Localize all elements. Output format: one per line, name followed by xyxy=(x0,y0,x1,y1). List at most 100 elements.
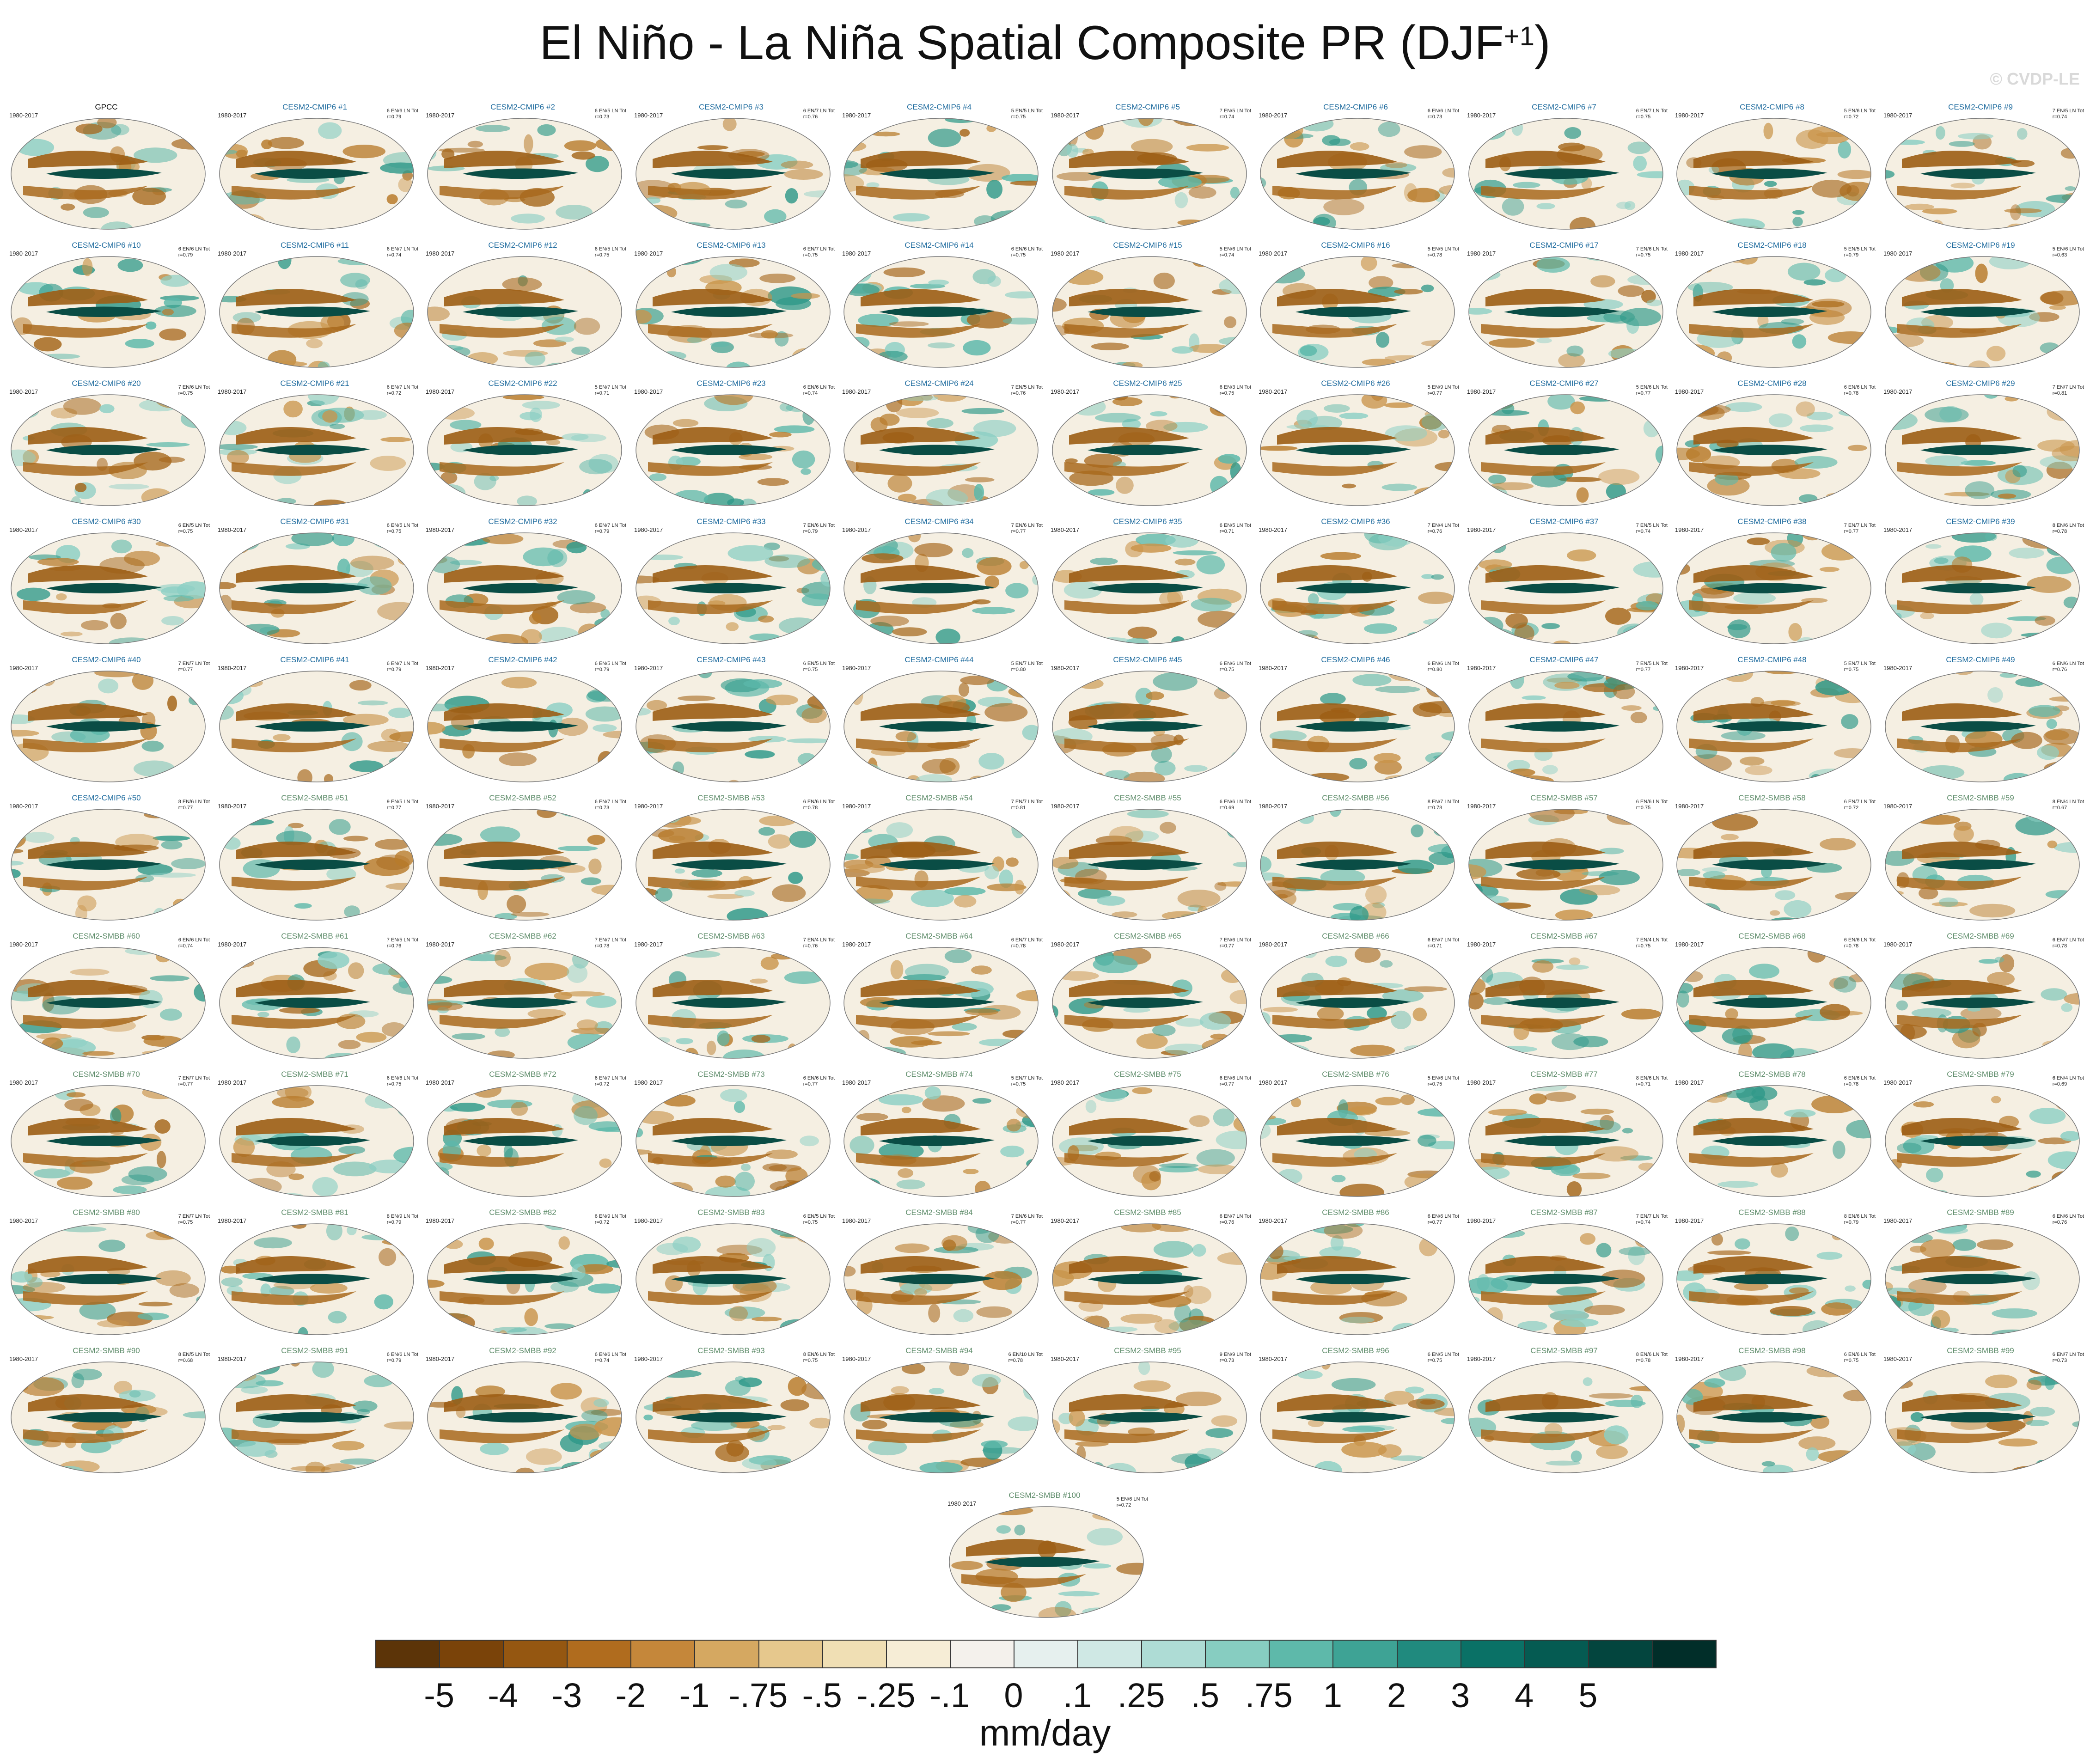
precipitation-map xyxy=(636,947,831,1059)
panel-period: 1980-2017 xyxy=(1467,941,1496,948)
precipitation-map xyxy=(11,118,206,230)
panel-event-count: 8 EN/6 LN Tot r=0.78 xyxy=(1636,1352,1668,1364)
map-panel: CESM2-SMBB #96 1980-2017 6 EN/5 LN Tot r=0.… xyxy=(1252,1343,1459,1477)
panel-en-ln-count: 6 EN/10 LN Tot xyxy=(1008,1352,1043,1357)
colorbar-tick-label: -.5 xyxy=(802,1676,842,1715)
precipitation-map xyxy=(843,256,1039,368)
panel-en-ln-count: 7 EN/6 LN Tot xyxy=(1011,523,1043,528)
panel-pattern-correlation: r=0.78 xyxy=(594,943,610,949)
map-panel: CESM2-CMIP6 #37 1980-2017 7 EN/5 LN Tot r=0… xyxy=(1461,513,1668,647)
panel-pattern-correlation: r=0.75 xyxy=(1844,667,1859,672)
panel-title: CESM2-CMIP6 #25 xyxy=(1113,379,1182,388)
panel-pattern-correlation: r=0.76 xyxy=(2052,1220,2067,1225)
map-panel: CESM2-CMIP6 #46 1980-2017 6 EN/6 LN Tot r=0… xyxy=(1252,652,1459,786)
panel-event-count: 6 EN/6 LN Tot r=0.78 xyxy=(1844,1075,1876,1087)
panel-event-count: 7 EN/7 LN Tot r=0.75 xyxy=(178,1214,210,1226)
colorbar-units-label: mm/day xyxy=(979,1712,1111,1753)
panel-title: CESM2-CMIP6 #22 xyxy=(488,379,557,388)
panel-event-count: 6 EN/6 LN Tot r=0.79 xyxy=(387,1352,418,1364)
panel-period: 1980-2017 xyxy=(218,112,247,119)
panel-title: CESM2-SMBB #61 xyxy=(281,932,348,940)
map-panel: CESM2-SMBB #99 1980-2017 6 EN/7 LN Tot r=0.… xyxy=(1877,1343,2084,1477)
panel-en-ln-count: 7 EN/5 LN Tot xyxy=(2052,108,2084,114)
panel-period: 1980-2017 xyxy=(9,112,38,119)
map-panel: CESM2-CMIP6 #49 1980-2017 6 EN/6 LN Tot r=0… xyxy=(1877,652,2084,786)
panel-period: 1980-2017 xyxy=(1675,1079,1704,1086)
precipitation-map xyxy=(1885,1085,2080,1197)
map-panel: CESM2-CMIP6 #7 1980-2017 6 EN/7 LN Tot r=0.… xyxy=(1461,99,1668,233)
panel-en-ln-count: 8 EN/7 LN Tot xyxy=(1427,799,1459,805)
panel-event-count: 5 EN/6 LN Tot r=0.72 xyxy=(1844,108,1876,120)
panel-title: CESM2-SMBB #77 xyxy=(1530,1070,1598,1079)
panel-event-count: 5 EN/5 LN Tot r=0.78 xyxy=(1428,246,1459,258)
panel-en-ln-count: 6 EN/7 LN Tot xyxy=(386,246,418,252)
panel-en-ln-count: 6 EN/6 LN Tot xyxy=(1427,1214,1459,1219)
precipitation-map xyxy=(636,809,831,921)
panel-event-count: 7 EN/5 LN Tot r=0.74 xyxy=(1636,523,1668,535)
panel-en-ln-count: 7 EN/7 LN Tot xyxy=(178,1214,210,1219)
precipitation-map xyxy=(11,809,206,921)
panel-en-ln-count: 6 EN/3 LN Tot xyxy=(1219,385,1251,390)
panel-title: CESM2-SMBB #97 xyxy=(1530,1346,1598,1355)
panel-pattern-correlation: r=0.75 xyxy=(1427,1081,1442,1087)
panel-title: CESM2-SMBB #51 xyxy=(281,793,348,802)
precipitation-map xyxy=(843,1085,1039,1197)
panel-title: CESM2-CMIP6 #18 xyxy=(1737,241,1807,250)
panel-title: CESM2-SMBB #62 xyxy=(489,932,556,940)
precipitation-map xyxy=(843,118,1039,230)
panel-title: CESM2-CMIP6 #41 xyxy=(280,655,349,664)
panel-period: 1980-2017 xyxy=(634,112,663,119)
map-panel: CESM2-SMBB #91 1980-2017 6 EN/6 LN Tot r=0.… xyxy=(211,1343,418,1477)
colorbar-tick-label: 3 xyxy=(1451,1676,1470,1715)
panel-en-ln-count: 6 EN/7 LN Tot xyxy=(594,799,626,805)
panel-period: 1980-2017 xyxy=(1259,526,1288,533)
panel-event-count: 6 EN/5 LN Tot r=0.75 xyxy=(803,1214,835,1226)
panel-en-ln-count: 7 EN/7 LN Tot xyxy=(594,937,626,943)
map-panel: CESM2-CMIP6 #23 1980-2017 6 EN/6 LN Tot r=0… xyxy=(628,375,835,509)
panel-event-count: 6 EN/6 LN Tot r=0.80 xyxy=(1428,661,1459,673)
panel-period: 1980-2017 xyxy=(1467,1217,1496,1224)
map-panel: CESM2-SMBB #71 1980-2017 6 EN/6 LN Tot r=0.… xyxy=(211,1066,418,1200)
panel-pattern-correlation: r=0.79 xyxy=(594,529,610,534)
panel-en-ln-count: 6 EN/7 LN Tot xyxy=(1636,108,1668,114)
panel-event-count: 6 EN/6 LN Tot r=0.75 xyxy=(1011,246,1043,258)
precipitation-map xyxy=(1260,1361,1455,1473)
precipitation-map xyxy=(427,256,622,368)
panel-period: 1980-2017 xyxy=(426,665,455,671)
panel-event-count: 6 EN/7 LN Tot r=0.78 xyxy=(2053,937,2084,949)
panel-en-ln-count: 5 EN/7 LN Tot xyxy=(1011,661,1043,666)
panel-event-count: 7 EN/6 LN Tot r=0.77 xyxy=(1011,523,1043,535)
panel-period: 1980-2017 xyxy=(1883,1079,1913,1086)
map-panel: CESM2-SMBB #58 1980-2017 6 EN/7 LN Tot r=0.… xyxy=(1668,790,1876,924)
precipitation-map xyxy=(219,256,414,368)
panel-en-ln-count: 6 EN/7 LN Tot xyxy=(594,523,626,528)
panel-event-count: 6 EN/6 LN Tot r=0.76 xyxy=(2053,661,2084,673)
panel-title: CESM2-CMIP6 #38 xyxy=(1737,517,1807,526)
precipitation-map xyxy=(11,532,206,644)
panel-pattern-correlation: r=0.75 xyxy=(1636,252,1651,258)
panel-pattern-correlation: r=0.75 xyxy=(1219,667,1234,672)
panel-pattern-correlation: r=0.77 xyxy=(178,667,193,672)
map-panel: CESM2-CMIP6 #11 1980-2017 6 EN/7 LN Tot r=0… xyxy=(211,237,418,371)
precipitation-map xyxy=(11,394,206,506)
precipitation-map xyxy=(11,1223,206,1335)
panel-event-count: 6 EN/6 LN Tot r=0.77 xyxy=(803,1075,835,1087)
panel-period: 1980-2017 xyxy=(842,803,871,810)
panel-title: CESM2-CMIP6 #50 xyxy=(72,793,141,802)
precipitation-map xyxy=(219,947,414,1059)
panel-en-ln-count: 8 EN/6 LN Tot xyxy=(2052,523,2084,528)
panel-pattern-correlation: r=0.79 xyxy=(386,1358,402,1363)
panel-title: CESM2-CMIP6 #27 xyxy=(1529,379,1599,388)
panel-title: CESM2-CMIP6 #14 xyxy=(904,241,974,250)
panel-period: 1980-2017 xyxy=(1051,1079,1080,1086)
panel-en-ln-count: 6 EN/9 LN Tot xyxy=(594,1214,626,1219)
panel-title: CESM2-CMIP6 #37 xyxy=(1529,517,1599,526)
panel-pattern-correlation: r=0.77 xyxy=(1219,943,1234,949)
panel-period: 1980-2017 xyxy=(218,1079,247,1086)
panel-event-count: 6 EN/6 LN Tot r=0.76 xyxy=(2053,1214,2084,1226)
precipitation-map xyxy=(1885,256,2080,368)
panel-title: CESM2-CMIP6 #3 xyxy=(699,103,764,111)
panel-title: CESM2-SMBB #73 xyxy=(697,1070,765,1079)
panel-title: CESM2-SMBB #60 xyxy=(73,932,140,940)
panel-en-ln-count: 5 EN/7 LN Tot xyxy=(1844,661,1876,666)
